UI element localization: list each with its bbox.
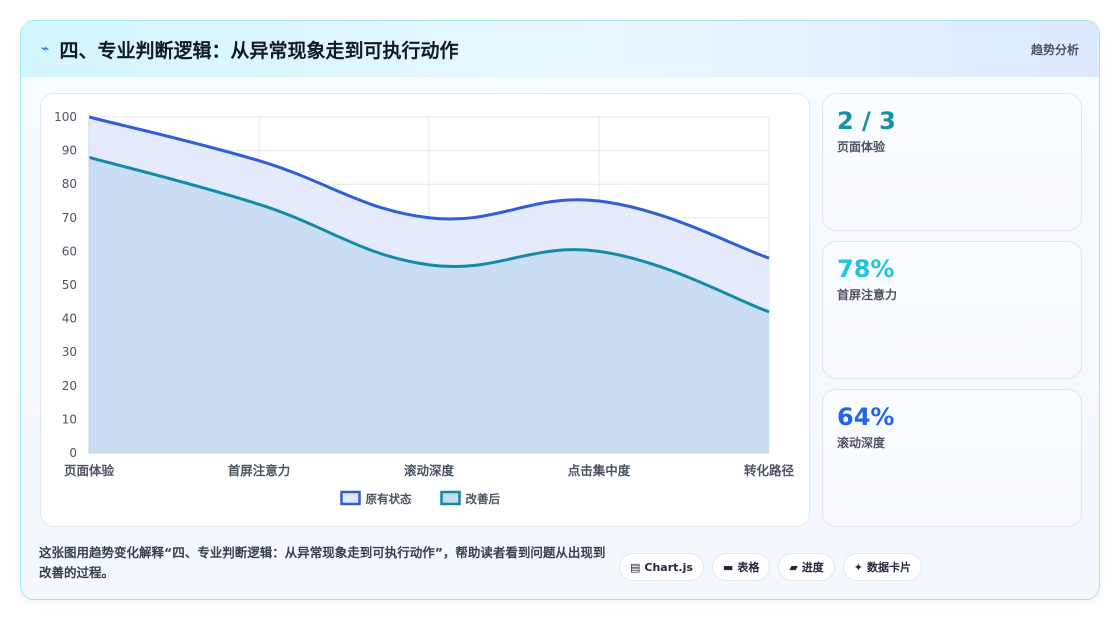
- chart-description: 这张图用趋势变化解释“四、专业判断逻辑：从异常现象走到可执行动作”，帮助读者看到…: [39, 545, 606, 580]
- y-tick-label: 70: [62, 211, 77, 225]
- chart-panel: 0 10 20 30 40 50 60 70 80 90 100 页面体验 首屏注意力 滚动深度 点击集中度…: [40, 93, 810, 527]
- y-tick-label: 10: [62, 412, 77, 426]
- y-tick-label: 0: [69, 446, 77, 460]
- x-tick-label: 滚动深度: [404, 463, 455, 478]
- series-line-1: [88, 155, 770, 314]
- legend-label-0: 原有状态: [366, 492, 412, 506]
- y-tick-label: 30: [62, 345, 77, 359]
- y-tick-label: 50: [62, 278, 77, 292]
- pill-chartjs[interactable]: ▤ Chart.js: [619, 553, 704, 581]
- legend-label-1: 改善后: [466, 492, 501, 506]
- feature-pills: ▤ Chart.js ▬ 表格 ▰ 进度 ✦ 数据卡片: [619, 553, 923, 581]
- pill-table[interactable]: ▬ 表格: [711, 553, 771, 581]
- stat-label: 页面体验: [837, 140, 886, 154]
- y-tick-label: 40: [62, 312, 77, 326]
- card-title: 四、专业判断逻辑：从异常现象走到可执行动作: [59, 39, 459, 62]
- pill-label: 进度: [801, 561, 824, 574]
- card-header: ⌁ 四、专业判断逻辑：从异常现象走到可执行动作 趋势分析: [21, 21, 1099, 77]
- sparkle-icon: ✦: [853, 560, 864, 574]
- pill-label: 表格: [737, 561, 760, 574]
- y-tick-label: 60: [62, 244, 77, 258]
- trend-tag: 趋势分析: [1030, 42, 1079, 57]
- pill-label: Chart.js: [644, 560, 693, 574]
- stat-card-first-screen: 78% 首屏注意力: [822, 241, 1082, 379]
- series-line-0: [88, 115, 770, 260]
- chart-icon: ▤: [630, 560, 641, 574]
- legend-swatch-0: [340, 490, 361, 506]
- stat-label: 首屏注意力: [837, 288, 898, 302]
- y-tick-label: 90: [62, 144, 77, 158]
- progress-icon: ▰: [789, 560, 798, 574]
- stat-card-page-experience: 2 / 3 页面体验: [822, 93, 1082, 231]
- y-tick-label: 80: [62, 177, 77, 191]
- stat-label: 滚动深度: [837, 436, 886, 450]
- x-tick-label: 点击集中度: [568, 463, 631, 478]
- x-tick-label: 页面体验: [64, 463, 115, 478]
- pill-progress[interactable]: ▰ 进度: [778, 553, 835, 581]
- table-icon: ▬: [722, 560, 734, 574]
- y-tick-label: 20: [62, 379, 77, 393]
- stat-value: 2 / 3: [837, 107, 896, 135]
- stat-value: 64%: [837, 403, 895, 431]
- stat-value: 78%: [837, 255, 895, 283]
- pill-data-cards[interactable]: ✦ 数据卡片: [842, 553, 923, 581]
- stat-card-scroll-depth: 64% 滚动深度: [822, 389, 1082, 527]
- y-tick-label: 100: [54, 110, 77, 124]
- legend-swatch-1: [440, 490, 461, 506]
- x-tick-label: 转化路径: [744, 463, 795, 478]
- pill-label: 数据卡片: [867, 561, 912, 574]
- series-area-1: [89, 157, 769, 453]
- report-card: ⌁ 四、专业判断逻辑：从异常现象走到可执行动作 趋势分析 0 10 20 30 40 50…: [20, 20, 1100, 600]
- x-tick-label: 首屏注意力: [228, 463, 291, 478]
- bolt-icon: ⌁: [41, 41, 50, 57]
- area-chart: 0 10 20 30 40 50 60 70 80 90 100 页面体验 首屏注意力 滚动深度 点击集中度…: [54, 110, 795, 506]
